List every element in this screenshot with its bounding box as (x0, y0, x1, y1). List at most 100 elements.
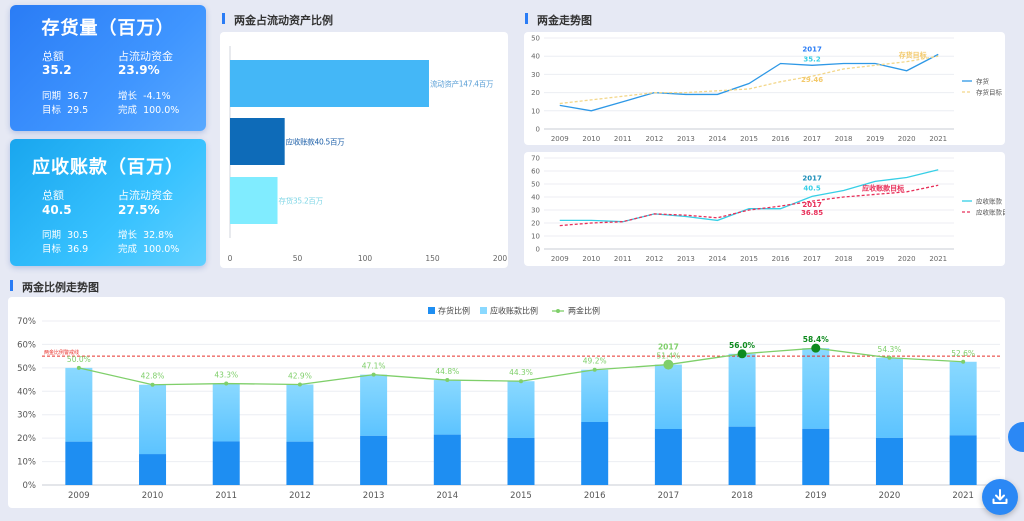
inventory-value-row: 35.2 23.9% (42, 63, 190, 77)
inventory-bar (360, 435, 388, 485)
ratio-point-label: 47.1% (362, 362, 386, 371)
receivable-done-value: 100.0% (143, 244, 180, 255)
receivable-kpi-card: 应收账款（百万） 总额 占流动资金 40.5 27.5% 同期 30.5 增长 … (10, 139, 206, 266)
recv-trend-chart: 0 10 20 30 40 50 60 70 2009 2010 2011 2012 2013 2014 2… (531, 155, 1015, 264)
receivable-yoy-label: 同期 (42, 230, 62, 241)
ratio-bar (230, 177, 278, 224)
ratio-x-tick-label: 150 (425, 254, 440, 263)
stock-trend-panel: 0 10 20 30 40 50 2009 2010 2011 2012 2013 2014 2015 2… (524, 32, 1005, 145)
x-tick-label: 2017 (803, 255, 821, 263)
inventory-bar (507, 437, 535, 485)
ratio-point (519, 379, 523, 384)
inventory-bar (728, 426, 756, 485)
y-tick-label: 10% (17, 458, 36, 468)
ratio-point (663, 359, 674, 370)
inventory-bar (875, 437, 903, 485)
y-tick-label: 50 (531, 35, 540, 43)
ratio-point (150, 382, 155, 387)
legend-label: 存货目标 (976, 88, 1003, 97)
receivable-bar (802, 348, 830, 429)
y-tick-label: 20% (17, 434, 36, 444)
legend-label: 存货 (976, 77, 990, 86)
x-tick-label: 2018 (835, 135, 853, 143)
x-tick-label: 2017 (658, 491, 680, 501)
y-tick-label: 0 (536, 126, 540, 134)
receivable-bar (581, 369, 609, 422)
ratio-bar-label: 流动资产147.4百万 (430, 79, 494, 89)
ratio-point-label: 42.9% (288, 371, 312, 380)
receivable-target-row: 目标 36.9 完成 100.0% (42, 241, 190, 255)
y-tick-label: 10 (531, 233, 540, 241)
side-action-button[interactable] (1008, 422, 1024, 452)
series-line (559, 55, 939, 105)
x-tick-label: 2013 (677, 135, 695, 143)
ratio-point-label: 50.0% (67, 355, 91, 364)
receivable-bar (433, 380, 461, 435)
x-tick-label: 2021 (929, 135, 947, 143)
inventory-growth-label: 增长 (118, 91, 138, 102)
inventory-target-row: 目标 29.5 完成 100.0% (42, 102, 190, 116)
recv-trend-panel: 0 10 20 30 40 50 60 70 2009 2010 2011 2012 2013 2014 2… (524, 152, 1016, 266)
receivable-label-row: 总额 占流动资金 (42, 187, 190, 203)
x-tick-label: 2012 (645, 135, 663, 143)
ratio-point-label: 42.8% (141, 372, 165, 381)
x-tick-label: 2019 (866, 135, 884, 143)
x-tick-label: 2019 (866, 255, 884, 263)
x-tick-label: 2021 (952, 491, 974, 501)
receivable-yoy-value: 30.5 (67, 230, 89, 241)
receivable-total-value: 40.5 (42, 203, 72, 217)
ratio-x-tick-label: 0 (228, 254, 233, 263)
inventory-bar (433, 434, 461, 485)
legend-label: 两金比例 (568, 306, 600, 316)
ratio-point-label: 51.4% (656, 352, 680, 361)
ratio-bar-label: 存货35.2百万 (279, 196, 324, 206)
x-tick-label: 2009 (551, 135, 569, 143)
x-tick-label: 2021 (929, 255, 947, 263)
receivable-done-label: 完成 (118, 244, 138, 255)
x-tick-label: 2011 (614, 135, 632, 143)
y-tick-label: 60% (17, 340, 36, 350)
receivable-target-label: 目标 (42, 244, 62, 255)
inventory-share-label: 占流动资金 (118, 50, 173, 63)
ratio-x-tick-label: 100 (358, 254, 373, 263)
receivable-total-label: 总额 (42, 189, 64, 202)
legend-swatch (556, 309, 560, 313)
x-tick-label: 2015 (740, 255, 758, 263)
x-tick-label: 2012 (289, 491, 311, 501)
ratio-section-title: 两金占流动资产比例 (222, 12, 333, 28)
receivable-card-title: 应收账款（百万） (32, 157, 184, 178)
inventory-bar (581, 421, 609, 485)
x-tick-label: 2020 (898, 135, 916, 143)
x-tick-label: 2015 (510, 491, 532, 501)
point-annotation: 存货目标 (899, 51, 927, 60)
x-tick-label: 2009 (551, 255, 569, 263)
x-tick-label: 2018 (835, 255, 853, 263)
y-tick-label: 60 (531, 168, 540, 176)
x-tick-label: 2016 (772, 135, 790, 143)
warning-line-label: 两金比例警戒线 (44, 349, 79, 356)
point-annotation: 29.46 (801, 76, 823, 84)
receivable-bar (139, 384, 167, 455)
x-tick-label: 2017 (803, 135, 821, 143)
download-button[interactable] (982, 479, 1018, 515)
receivable-bar (949, 361, 977, 436)
x-tick-label: 2014 (709, 135, 727, 143)
x-tick-label: 2020 (879, 491, 901, 501)
inventory-done-value: 100.0% (143, 105, 180, 116)
receivable-bar (65, 367, 93, 442)
receivable-bar (507, 381, 535, 438)
x-tick-label: 2016 (584, 491, 606, 501)
y-tick-label: 20 (531, 220, 540, 228)
ratio-point-label: 44.3% (509, 368, 533, 377)
receivable-bar (728, 353, 756, 427)
point-annotation: 2017 (802, 201, 822, 209)
receivable-value-row: 40.5 27.5% (42, 203, 190, 217)
ratio-point (445, 378, 450, 383)
ratio-bar (230, 118, 285, 165)
x-tick-label: 2010 (582, 255, 600, 263)
download-icon (992, 489, 1008, 504)
point-annotation: 2017 (802, 174, 822, 182)
receivable-share-label: 占流动资金 (118, 189, 173, 202)
y-tick-label: 30 (531, 207, 540, 215)
inventory-bar (802, 428, 830, 485)
